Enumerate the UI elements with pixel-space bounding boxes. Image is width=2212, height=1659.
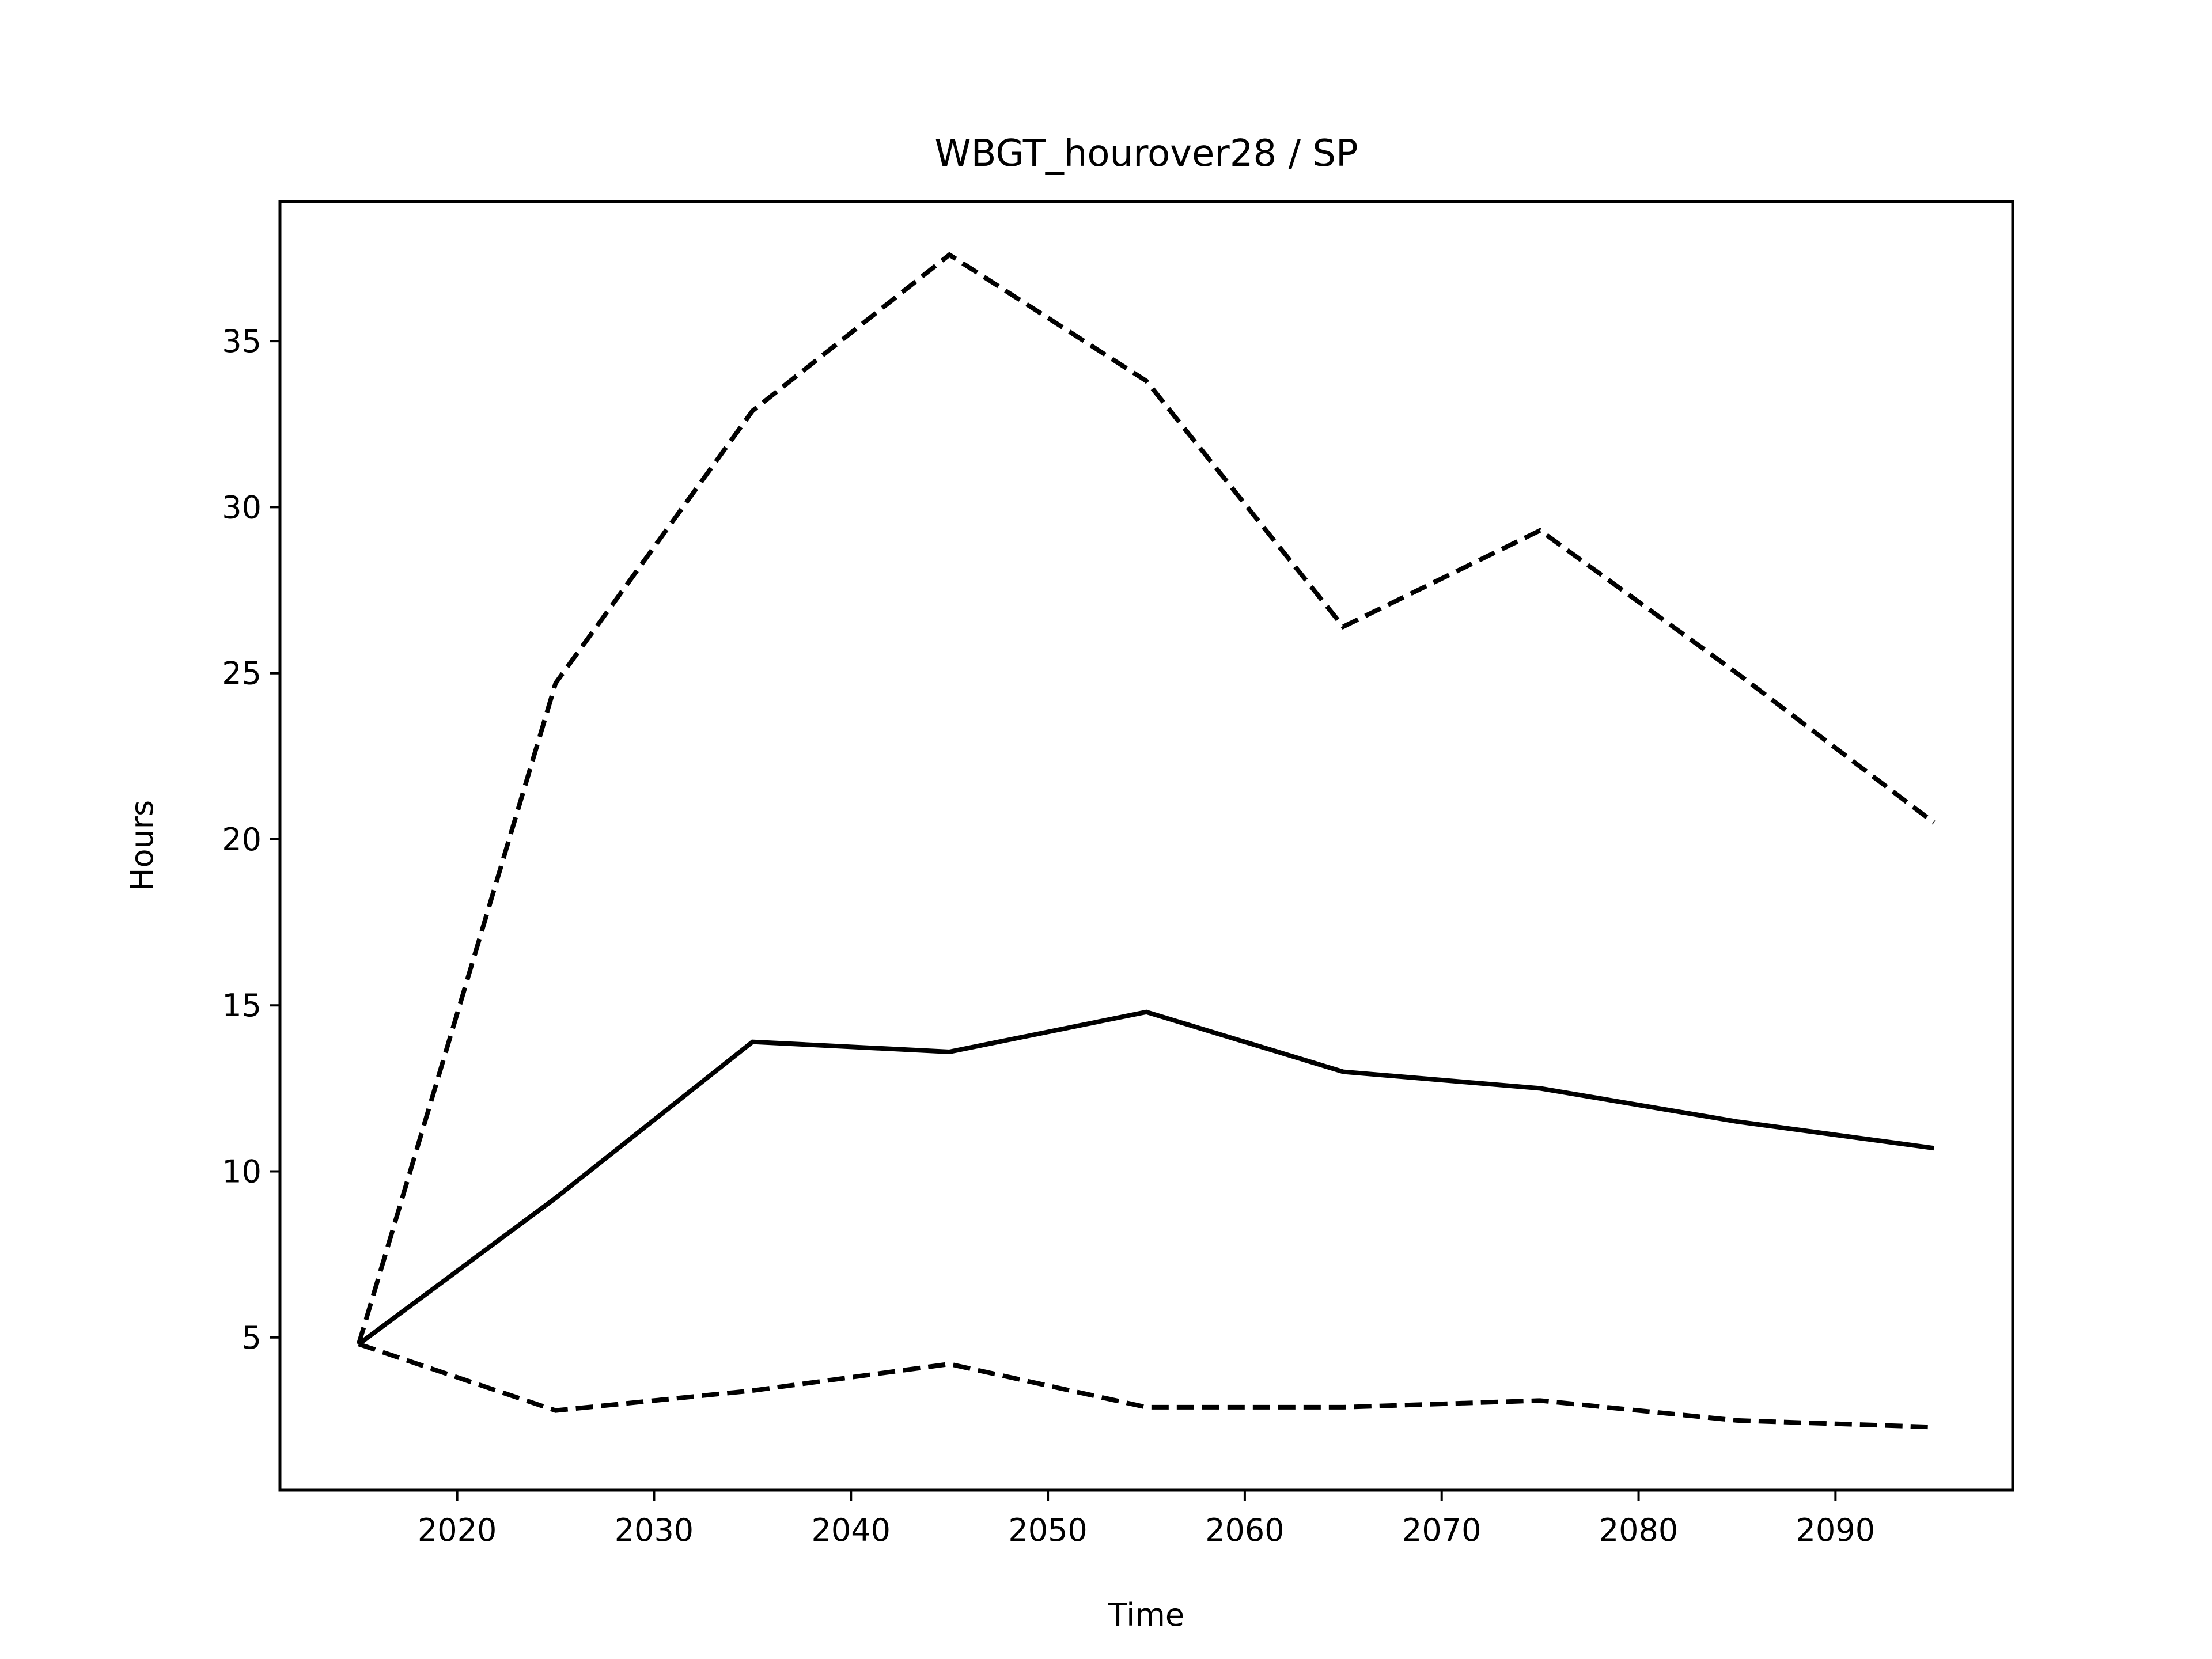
- y-tick-label: 20: [222, 821, 262, 858]
- chart-title: WBGT_hourover28 / SP: [934, 132, 1358, 175]
- y-tick-label: 35: [222, 323, 262, 359]
- y-axis-label: Hours: [124, 800, 160, 891]
- x-tick-label: 2050: [1008, 1512, 1087, 1548]
- x-axis-label: Time: [1108, 1597, 1184, 1633]
- x-tick-label: 2090: [1796, 1512, 1875, 1548]
- plot-frame: [278, 200, 2014, 1492]
- y-tick-label: 30: [222, 489, 262, 525]
- x-tick-label: 2080: [1599, 1512, 1678, 1548]
- series-group: [356, 252, 1936, 1430]
- x-tick-label: 2020: [418, 1512, 497, 1548]
- axis-ticks: 2020 2030 2040 2050 2060 2070 2080 2090 5 10 15 20 2…: [222, 323, 1875, 1548]
- y-tick-label: 15: [222, 987, 262, 1024]
- y-tick-label: 25: [222, 656, 262, 692]
- x-tick-label: 2040: [812, 1512, 891, 1548]
- series-line-2: [356, 252, 1936, 1345]
- x-tick-label: 2060: [1205, 1512, 1284, 1548]
- series-line-1: [357, 1009, 1934, 1346]
- y-tick-label: 5: [242, 1320, 262, 1356]
- series-line-3: [358, 1342, 1934, 1430]
- x-tick-label: 2030: [615, 1512, 694, 1548]
- y-tick-label: 10: [222, 1154, 262, 1190]
- x-tick-label: 2070: [1402, 1512, 1481, 1548]
